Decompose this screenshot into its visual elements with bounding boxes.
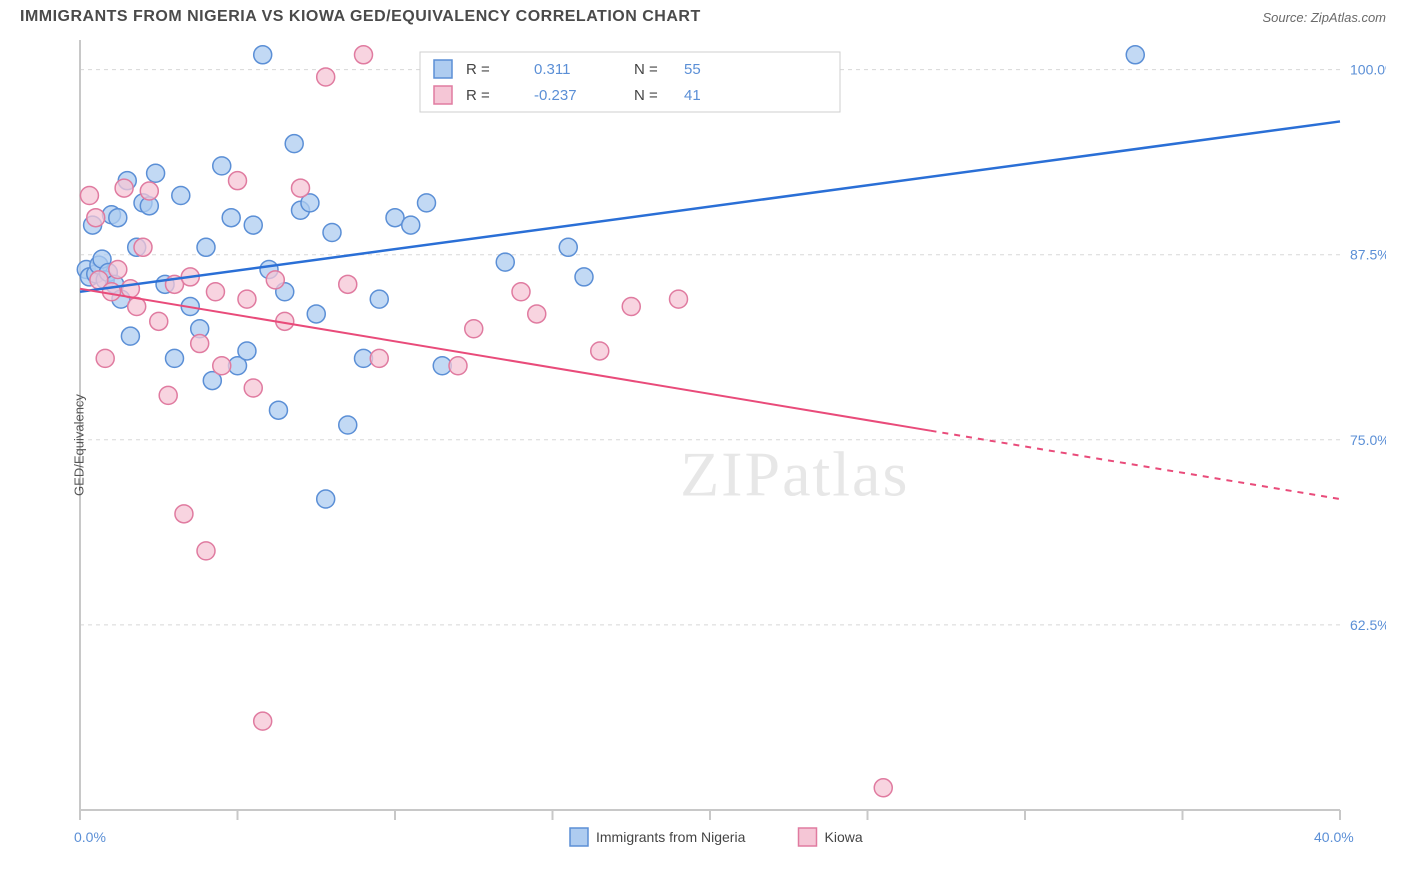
data-point <box>323 224 341 242</box>
data-point <box>213 357 231 375</box>
data-point <box>370 290 388 308</box>
data-point <box>496 253 514 271</box>
scatter-chart: 62.5% 75.0% 87.5% 100.0% 0.0% 40.0% R = 0.311 N … <box>20 30 1386 860</box>
source-attribution: Source: ZipAtlas.com <box>1262 10 1386 25</box>
data-point <box>254 712 272 730</box>
data-point <box>355 46 373 64</box>
data-point <box>121 280 139 298</box>
data-point <box>591 342 609 360</box>
data-point <box>465 320 483 338</box>
data-point <box>874 779 892 797</box>
data-point <box>213 157 231 175</box>
data-point <box>317 490 335 508</box>
data-point <box>115 179 133 197</box>
data-point <box>449 357 467 375</box>
legend-n-label: N = <box>634 61 658 78</box>
legend-r-label: R = <box>466 87 490 104</box>
data-point <box>307 305 325 323</box>
regression-line <box>80 121 1340 291</box>
data-point <box>244 216 262 234</box>
data-point <box>622 298 640 316</box>
data-point <box>238 290 256 308</box>
data-point <box>244 379 262 397</box>
legend-swatch <box>570 828 588 846</box>
data-point <box>269 401 287 419</box>
data-point <box>150 312 168 330</box>
legend-r-value: -0.237 <box>534 87 577 104</box>
data-point <box>670 290 688 308</box>
x-tick-label: 0.0% <box>74 829 106 845</box>
data-point <box>254 46 272 64</box>
data-point <box>285 135 303 153</box>
data-point <box>147 164 165 182</box>
data-point <box>222 209 240 227</box>
y-tick-label: 62.5% <box>1350 617 1386 633</box>
data-point <box>121 327 139 345</box>
legend-r-value: 0.311 <box>534 61 570 78</box>
regression-line-dashed <box>931 431 1341 499</box>
data-point <box>238 342 256 360</box>
data-point <box>134 238 152 256</box>
data-point <box>575 268 593 286</box>
legend-swatch <box>434 86 452 104</box>
data-point <box>339 416 357 434</box>
data-point <box>402 216 420 234</box>
data-point <box>418 194 436 212</box>
regression-line <box>80 289 931 431</box>
legend-swatch <box>434 60 452 78</box>
data-point <box>292 179 310 197</box>
data-point <box>140 182 158 200</box>
legend-series-name: Immigrants from Nigeria <box>596 829 746 845</box>
data-point <box>370 349 388 367</box>
y-tick-label: 87.5% <box>1350 247 1386 263</box>
data-point <box>528 305 546 323</box>
legend-n-value: 41 <box>684 87 701 104</box>
data-point <box>109 261 127 279</box>
data-point <box>197 542 215 560</box>
y-axis-label: GED/Equivalency <box>71 394 86 496</box>
legend-r-label: R = <box>466 61 490 78</box>
data-point <box>206 283 224 301</box>
legend-series-name: Kiowa <box>825 829 863 845</box>
y-tick-label: 100.0% <box>1350 62 1386 78</box>
legend-n-value: 55 <box>684 61 701 78</box>
data-point <box>80 186 98 204</box>
chart-container: GED/Equivalency ZIPatlas 62.5%75.0%87.5%… <box>20 30 1386 860</box>
legend-swatch <box>799 828 817 846</box>
data-point <box>172 186 190 204</box>
chart-title: IMMIGRANTS FROM NIGERIA VS KIOWA GED/EQU… <box>20 8 701 26</box>
data-point <box>166 349 184 367</box>
data-point <box>512 283 530 301</box>
data-point <box>1126 46 1144 64</box>
data-point <box>175 505 193 523</box>
legend-n-label: N = <box>634 87 658 104</box>
x-tick-label: 40.0% <box>1314 829 1354 845</box>
data-point <box>87 209 105 227</box>
data-point <box>96 349 114 367</box>
data-point <box>229 172 247 190</box>
data-point <box>339 275 357 293</box>
y-tick-label: 75.0% <box>1350 432 1386 448</box>
data-point <box>197 238 215 256</box>
data-point <box>109 209 127 227</box>
data-point <box>559 238 577 256</box>
data-point <box>191 335 209 353</box>
data-point <box>266 271 284 289</box>
data-point <box>317 68 335 86</box>
data-point <box>159 386 177 404</box>
